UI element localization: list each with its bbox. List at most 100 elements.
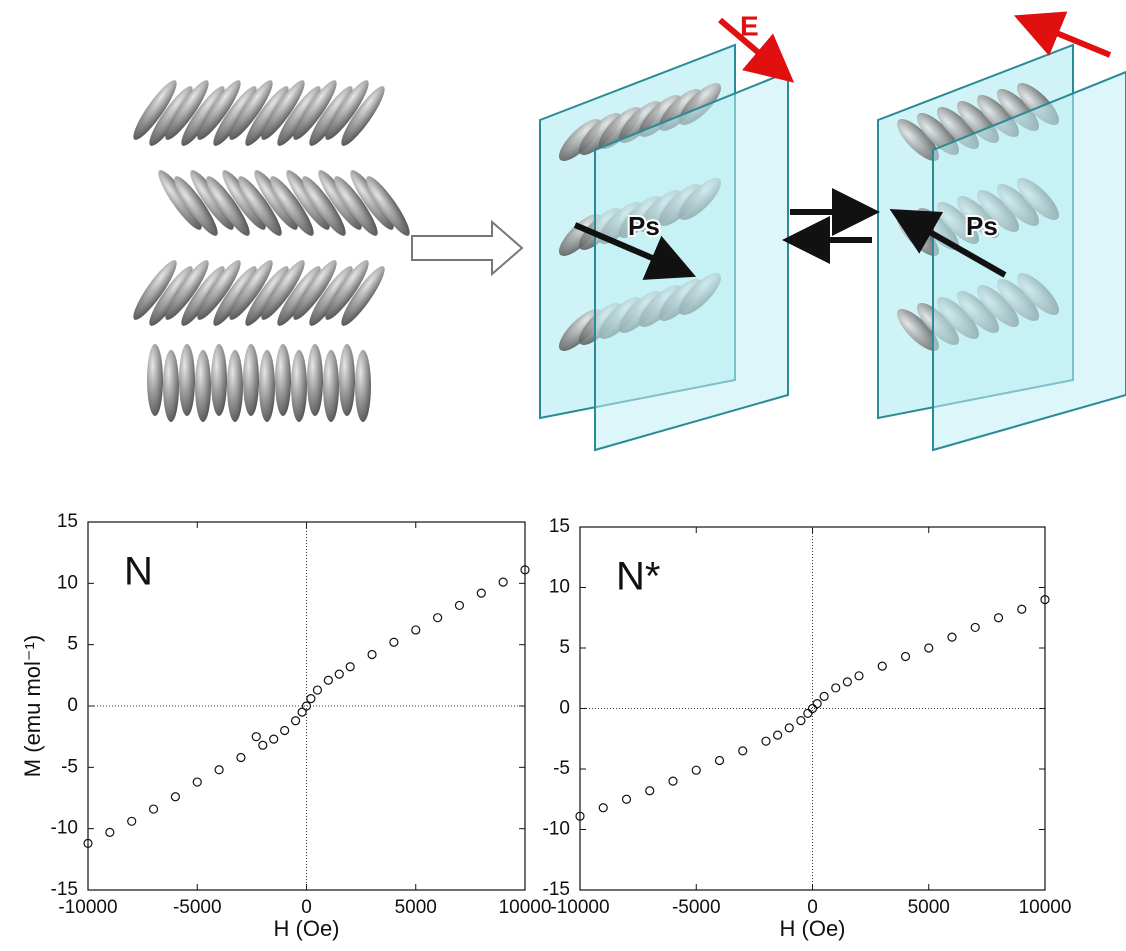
data-point bbox=[598, 803, 608, 813]
mesogen bbox=[293, 80, 337, 140]
data-point bbox=[807, 703, 818, 714]
data-point bbox=[290, 716, 301, 726]
mesogen bbox=[213, 266, 257, 326]
mesogen bbox=[270, 176, 314, 236]
data-point bbox=[251, 732, 261, 742]
mesogen bbox=[163, 350, 179, 422]
data-point bbox=[301, 701, 312, 711]
x-tick-label: 5000 bbox=[395, 897, 437, 918]
mesogen bbox=[179, 344, 195, 416]
polarization-label: Ps bbox=[966, 211, 998, 241]
y-tick-label: 5 bbox=[559, 637, 570, 658]
data-point bbox=[803, 708, 813, 718]
data-point bbox=[668, 776, 678, 786]
cells: EPsEPs bbox=[539, 10, 1126, 452]
mesogen bbox=[222, 170, 266, 230]
data-point bbox=[312, 685, 323, 695]
data-point bbox=[854, 671, 864, 681]
y-tick-label: -10 bbox=[543, 819, 570, 840]
mesogen bbox=[229, 80, 273, 140]
data-point bbox=[192, 777, 202, 787]
mesogen bbox=[350, 170, 394, 230]
data-point bbox=[738, 746, 748, 756]
mesogen bbox=[165, 80, 209, 140]
polarization-label: Ps bbox=[628, 211, 660, 241]
y-tick-label: 10 bbox=[57, 572, 78, 593]
data-point bbox=[433, 613, 443, 623]
data-point bbox=[819, 691, 829, 702]
data-point bbox=[784, 723, 794, 733]
smectic-layers bbox=[133, 80, 410, 422]
data-point bbox=[127, 816, 137, 826]
data-point bbox=[773, 730, 783, 740]
mesogen bbox=[339, 344, 355, 416]
y-tick-label: -10 bbox=[51, 818, 78, 839]
mesogen bbox=[181, 86, 225, 146]
data-point bbox=[334, 669, 344, 679]
data-point bbox=[280, 725, 290, 736]
data-point bbox=[258, 740, 268, 750]
data-point bbox=[345, 662, 355, 672]
mesogen bbox=[133, 260, 177, 320]
mesogen bbox=[366, 176, 410, 236]
mesogen bbox=[165, 260, 209, 320]
mesogen bbox=[318, 170, 362, 230]
mesogen bbox=[245, 86, 289, 146]
data-point bbox=[323, 675, 333, 685]
mesogen bbox=[174, 176, 218, 236]
data-point bbox=[714, 755, 725, 766]
x-tick-label: 10000 bbox=[1019, 897, 1072, 918]
data-point bbox=[105, 827, 115, 837]
mesogen bbox=[341, 266, 385, 326]
mesogen bbox=[277, 86, 321, 146]
data-point bbox=[877, 661, 887, 671]
x-tick-label: -5000 bbox=[672, 897, 721, 918]
data-point bbox=[761, 736, 771, 746]
glass-plate bbox=[932, 70, 1126, 452]
y-tick-label: -5 bbox=[553, 758, 570, 779]
x-axis-label: H (Oe) bbox=[780, 916, 846, 941]
x-tick-label: 0 bbox=[807, 897, 818, 918]
data-point bbox=[411, 625, 421, 635]
annotation: N* bbox=[616, 555, 660, 599]
data-point bbox=[842, 677, 852, 687]
data-point bbox=[269, 734, 279, 744]
mesogen bbox=[245, 266, 289, 326]
field-arrow bbox=[1013, 11, 1112, 58]
data-point bbox=[796, 715, 806, 726]
data-point bbox=[900, 651, 911, 662]
y-tick-label: 5 bbox=[67, 634, 78, 655]
data-point bbox=[924, 643, 934, 653]
data-point bbox=[691, 765, 701, 775]
data-point bbox=[993, 613, 1004, 623]
mesogen bbox=[896, 118, 940, 162]
data-point bbox=[831, 683, 841, 693]
mesogen bbox=[291, 350, 307, 422]
mesogen bbox=[334, 176, 378, 236]
data-point bbox=[297, 707, 307, 717]
mesogen bbox=[325, 80, 369, 140]
mesogen bbox=[307, 344, 323, 416]
y-tick-label: 0 bbox=[559, 698, 570, 719]
x-tick-label: -10000 bbox=[58, 897, 117, 918]
y-tick-label: 15 bbox=[549, 516, 570, 537]
mesogen bbox=[325, 260, 369, 320]
data-point bbox=[236, 752, 246, 763]
annotation: N bbox=[124, 550, 153, 594]
data-point bbox=[575, 811, 585, 821]
mesogen bbox=[211, 344, 227, 416]
data-point bbox=[83, 838, 93, 848]
mesogen bbox=[293, 260, 337, 320]
y-tick-label: -15 bbox=[51, 879, 78, 900]
mesogen bbox=[896, 308, 940, 352]
mesogen bbox=[197, 80, 241, 140]
data-point bbox=[389, 637, 399, 647]
mesogen bbox=[147, 344, 163, 416]
data-point bbox=[214, 765, 224, 775]
y-axis-label: M (emu mol⁻¹) bbox=[20, 635, 45, 777]
data-point bbox=[170, 792, 180, 802]
mesogen bbox=[243, 344, 259, 416]
y-tick-label: -5 bbox=[61, 756, 78, 777]
mesogen bbox=[133, 80, 177, 140]
